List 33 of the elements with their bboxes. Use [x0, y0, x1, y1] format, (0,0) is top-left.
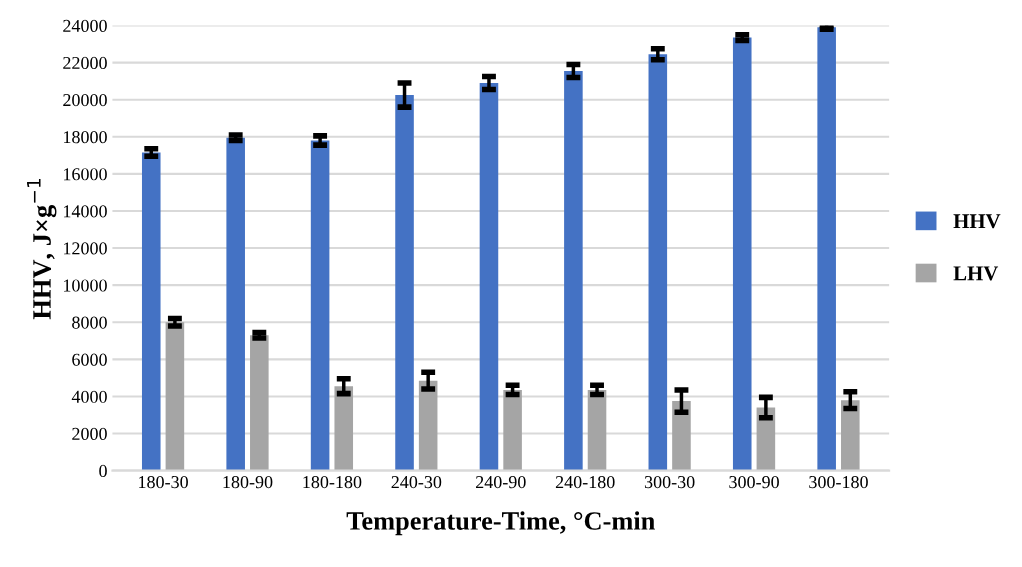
y-axis-title: HHV, J×g$^{−1}$ — [27, 179, 57, 320]
x-tick-label: 300-90 — [729, 475, 779, 489]
x-axis-title: Temperature-Time, °C-min — [346, 511, 655, 536]
y-tick-label: 16000 — [64, 168, 107, 181]
y-tick-label: 12000 — [64, 242, 107, 255]
x-tick-label: 180-180 — [303, 475, 362, 489]
y-tick-label: 4000 — [71, 390, 107, 403]
y-tick-label: 0 — [99, 464, 107, 478]
y-tick-label: 10000 — [64, 279, 107, 292]
y-tick-label: 24000 — [63, 19, 107, 32]
x-tick-label: 180-90 — [223, 475, 273, 489]
y-tick-label: 8000 — [72, 316, 107, 329]
y-tick-label: 20000 — [63, 93, 107, 107]
x-tick-label: 240-180 — [555, 475, 615, 489]
x-tick-label: 240-30 — [391, 475, 442, 489]
x-tick-label: 300-30 — [644, 475, 695, 489]
legend-label: LHV — [953, 266, 999, 281]
y-tick-label: 6000 — [72, 353, 107, 366]
x-tick-label: 300-180 — [809, 475, 868, 489]
x-tick-label: 180-30 — [139, 475, 188, 489]
legend-label: HHV — [953, 214, 1001, 229]
bar — [841, 400, 860, 471]
y-tick-label: 18000 — [64, 131, 107, 144]
bar — [817, 27, 836, 471]
y-tick-label: 2000 — [72, 427, 107, 440]
bar — [672, 401, 691, 471]
y-tick-label: 22000 — [63, 56, 107, 70]
x-tick-label: 240-90 — [476, 475, 526, 489]
bar — [418, 380, 438, 471]
y-tick-label: 14000 — [64, 205, 107, 218]
bar — [479, 83, 499, 471]
bar — [334, 386, 354, 471]
bar — [395, 95, 414, 471]
